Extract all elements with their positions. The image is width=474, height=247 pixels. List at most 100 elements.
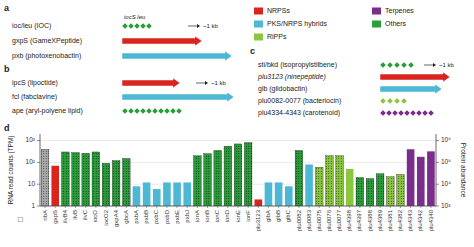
bar bbox=[153, 189, 161, 206]
scale-bar bbox=[424, 65, 433, 66]
x-tick-label: glbC bbox=[285, 209, 291, 222]
y-tick-label: 1 bbox=[31, 202, 35, 209]
x-tick-label: ilvB4 bbox=[62, 209, 68, 223]
x-tick bbox=[207, 206, 208, 208]
x-tick bbox=[217, 206, 218, 208]
gene-diamond bbox=[158, 108, 164, 114]
gene-diamond bbox=[392, 110, 398, 116]
y-tick bbox=[37, 206, 40, 207]
x-tick bbox=[319, 206, 320, 208]
bar bbox=[275, 182, 283, 206]
cluster-label: plu3123 (ninepeptide) bbox=[257, 73, 326, 81]
x-tick-label: pxbA bbox=[133, 210, 139, 224]
gene-diamond bbox=[387, 98, 393, 104]
gene-arrow bbox=[122, 51, 232, 61]
gene-diamond bbox=[146, 23, 152, 29]
bar bbox=[92, 152, 100, 206]
y2-tick-label: 10⁶ bbox=[441, 136, 451, 143]
scale-bar-head bbox=[205, 81, 208, 85]
y-tick bbox=[37, 140, 40, 141]
x-tick-label: pxbD bbox=[164, 209, 170, 224]
x-tick bbox=[187, 206, 188, 208]
gene-diamond bbox=[122, 108, 128, 114]
x-tick-label: ionB bbox=[204, 210, 210, 222]
x-tick bbox=[197, 206, 198, 208]
x-tick bbox=[370, 206, 371, 208]
bar bbox=[326, 156, 334, 206]
x-tick bbox=[126, 206, 127, 208]
x-tick-label: plu4397 bbox=[356, 209, 362, 231]
x-tick bbox=[146, 206, 147, 208]
scale-bar bbox=[196, 83, 205, 84]
bar bbox=[224, 146, 232, 206]
gene-diamond bbox=[380, 62, 386, 68]
x-tick-label: pxbB bbox=[143, 210, 149, 224]
cluster-label: glb (glidobactin) bbox=[258, 85, 307, 93]
y2-axis-line bbox=[436, 134, 437, 206]
bar bbox=[51, 166, 59, 206]
bar bbox=[397, 174, 405, 206]
x-tick-label: pxbE bbox=[174, 210, 180, 224]
x-tick bbox=[136, 206, 137, 208]
gene-diamond bbox=[122, 23, 128, 29]
x-tick bbox=[278, 206, 279, 208]
cluster-label: sti/bkd (isopropylstilbene) bbox=[258, 61, 337, 69]
gene-diamond bbox=[401, 98, 407, 104]
x-tick bbox=[106, 206, 107, 208]
gene-arrow bbox=[380, 72, 450, 82]
gene-diamond bbox=[394, 98, 400, 104]
legend-swatch bbox=[372, 21, 381, 28]
bar bbox=[194, 156, 202, 206]
panel-letter: a bbox=[4, 3, 10, 13]
gene-diamond bbox=[401, 62, 407, 68]
cluster-label: ioc/leu (IOC) bbox=[12, 22, 51, 30]
cluster-label: gxpS (GameXPeptide) bbox=[12, 37, 82, 45]
x-tick-label: ionA bbox=[194, 210, 200, 222]
gene-diamond bbox=[416, 110, 422, 116]
x-tick bbox=[339, 206, 340, 208]
bar bbox=[143, 182, 151, 206]
bar bbox=[62, 152, 70, 206]
bar bbox=[265, 182, 273, 206]
bar bbox=[285, 186, 293, 206]
x-tick-label: gbcA bbox=[123, 210, 129, 224]
x-tick-label: pxbC bbox=[153, 209, 159, 224]
gene-arrow bbox=[380, 84, 442, 94]
cluster-label: pxb (photoxenobactin) bbox=[12, 52, 81, 60]
x-tick bbox=[166, 206, 167, 208]
bar bbox=[427, 151, 435, 206]
bar bbox=[214, 151, 222, 206]
y2-tick bbox=[436, 140, 439, 141]
legend-swatch bbox=[372, 8, 381, 15]
gene-diamond bbox=[146, 108, 152, 114]
x-tick-label: ionF bbox=[245, 210, 251, 222]
gene-diamond bbox=[140, 108, 146, 114]
y2-tick-label: 10⁵ bbox=[441, 158, 451, 165]
y2-axis-label: Protein abundance bbox=[460, 143, 467, 198]
x-tick bbox=[85, 206, 86, 208]
bar bbox=[295, 151, 303, 206]
bar bbox=[234, 144, 242, 206]
legend-label: Others bbox=[385, 20, 407, 27]
x-tick-label: plu4343 bbox=[407, 209, 413, 231]
gene-diamond bbox=[164, 108, 170, 114]
x-tick bbox=[390, 206, 391, 208]
x-tick bbox=[65, 206, 66, 208]
bar bbox=[244, 143, 252, 206]
gene-diamond bbox=[404, 110, 410, 116]
y2-tick-label: 10⁴ bbox=[441, 180, 451, 187]
gene-diamond bbox=[394, 62, 400, 68]
gene-arrow bbox=[122, 78, 180, 88]
bar bbox=[336, 156, 344, 206]
bar bbox=[173, 182, 181, 206]
cluster-label: ape (aryl-polyene lipid) bbox=[12, 107, 83, 115]
cluster-label: fcl (fabclavine) bbox=[12, 93, 57, 101]
x-tick bbox=[45, 206, 46, 208]
panel-letter: d bbox=[4, 123, 10, 133]
y2-tick-label: 10³ bbox=[441, 202, 451, 209]
x-tick-label: ilvB bbox=[72, 210, 78, 220]
bar bbox=[346, 169, 354, 206]
gene-diamond bbox=[386, 110, 392, 116]
y-tick bbox=[37, 162, 40, 163]
gene-names: iocS leu bbox=[124, 14, 146, 20]
